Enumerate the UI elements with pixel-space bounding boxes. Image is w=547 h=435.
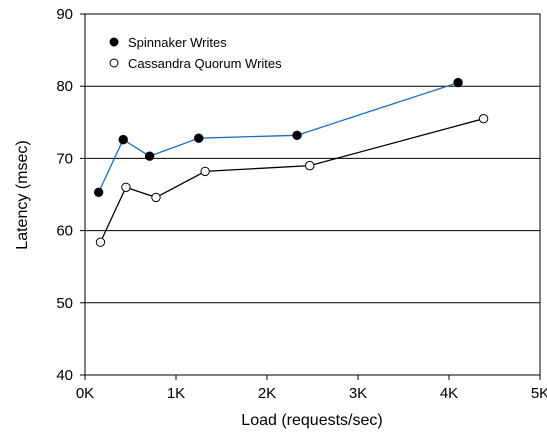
x-tick-label-4: 4K [440,385,458,402]
data-point-cassandra-quorum-writes-0 [95,237,106,247]
x-tick-label-2: 2K [258,385,276,402]
series-line-spinnaker-writes [98,81,459,193]
data-point-cassandra-quorum-writes-3 [200,166,210,177]
legend-marker-spinnaker [109,37,119,47]
x-tick-label-1: 1K [167,385,185,402]
x-axis-label: Load (requests/sec) [241,412,382,429]
y-tick-label-1: 50 [56,295,73,312]
y-axis-ticks: 40 50 60 70 80 90 [56,6,85,384]
legend: Spinnaker Writes Cassandra Quorum Writes [109,35,282,71]
data-point-cassandra-quorum-writes-4 [305,160,315,171]
data-point-spinnaker-writes-3 [194,133,204,143]
plot-area-frame [84,13,541,376]
data-point-cassandra-quorum-writes-2 [151,192,161,203]
series-line-cassandra-quorum-writes [99,118,484,243]
data-point-spinnaker-writes-5 [453,77,463,88]
x-axis-ticks: 0K 1K 2K 3K 4K 5K [76,375,547,402]
grid-lines [85,85,540,304]
y-axis-label: Latency (msec) [14,140,31,249]
data-point-cassandra-quorum-writes-1 [121,182,131,192]
y-tick-label-2: 60 [56,223,73,240]
y-tick-label-5: 90 [56,6,73,23]
legend-marker-cassandra [109,58,119,68]
data-point-spinnaker-writes-0 [93,187,104,198]
legend-label-spinnaker: Spinnaker Writes [128,35,227,50]
y-tick-label-3: 70 [56,150,73,167]
x-tick-label-3: 3K [349,385,367,402]
data-point-cassandra-quorum-writes-5 [478,113,489,124]
y-tick-label-0: 40 [56,367,73,384]
data-point-spinnaker-writes-1 [118,134,128,145]
x-tick-label-0: 0K [76,385,94,402]
data-point-spinnaker-writes-4 [292,130,302,140]
series-group [93,77,489,247]
legend-label-cassandra: Cassandra Quorum Writes [128,56,282,71]
data-point-spinnaker-writes-2 [144,151,155,161]
x-tick-label-5: 5K [531,385,547,402]
y-tick-label-4: 80 [56,78,73,95]
